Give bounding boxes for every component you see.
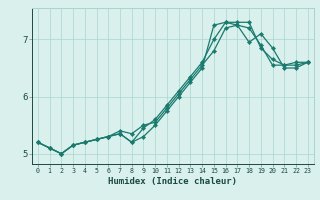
X-axis label: Humidex (Indice chaleur): Humidex (Indice chaleur) xyxy=(108,177,237,186)
